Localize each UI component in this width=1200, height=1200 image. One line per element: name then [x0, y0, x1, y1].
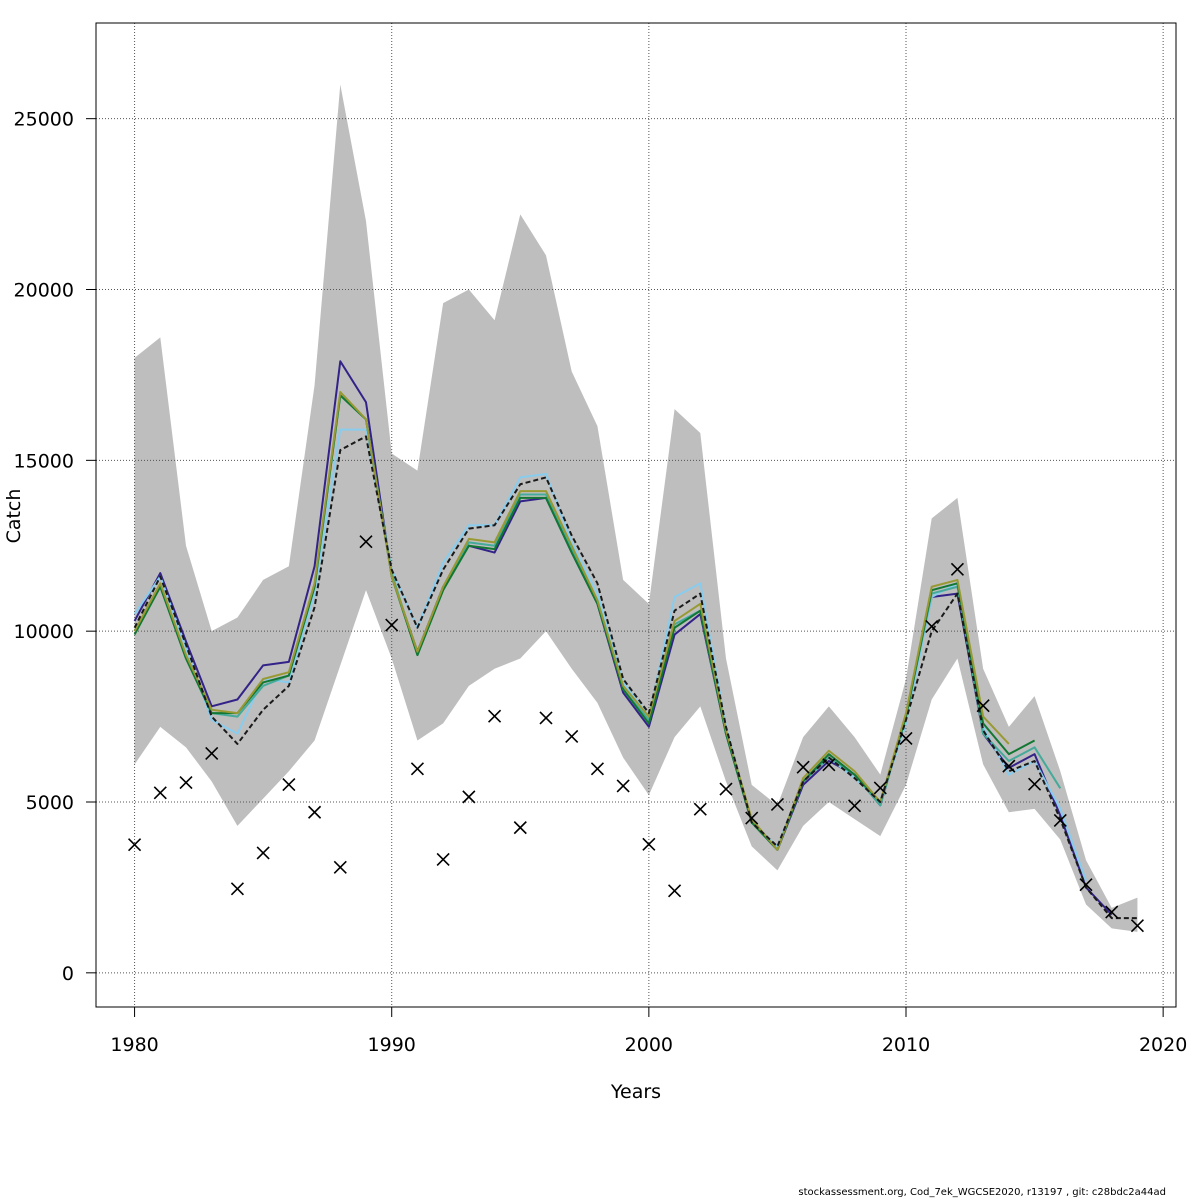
observed-point — [848, 799, 862, 813]
y-tick-label: 0 — [62, 963, 74, 985]
observed-point — [128, 838, 142, 852]
observed-point — [539, 711, 553, 725]
confidence-band — [134, 84, 1138, 932]
y-axis-label: Catch — [3, 489, 25, 544]
observed-point — [616, 779, 630, 793]
observed-point — [205, 746, 219, 761]
observed-point — [308, 805, 322, 819]
y-tick-label: 25000 — [14, 109, 74, 131]
observed-point — [333, 860, 347, 874]
series-line-1 — [133, 360, 1113, 916]
observed-points-layer — [128, 535, 1144, 933]
observed-point — [256, 846, 270, 860]
observed-point — [1105, 905, 1119, 919]
observed-point — [642, 837, 656, 851]
observed-point — [153, 786, 167, 800]
y-tick-label: 20000 — [14, 280, 74, 302]
observed-point — [925, 619, 939, 633]
x-axis-label: Years — [610, 1081, 661, 1103]
observed-point — [745, 811, 759, 825]
y-tick-label: 15000 — [14, 450, 74, 472]
x-tick-label: 1980 — [110, 1034, 158, 1056]
observed-point — [179, 775, 193, 790]
y-axis: 0 5000 10000 15000 20000 25000 — [14, 109, 97, 985]
observed-point — [899, 731, 913, 746]
observed-point — [230, 882, 244, 896]
observed-point — [1002, 759, 1016, 773]
observed-point — [1079, 878, 1093, 892]
y-tick-label: 5000 — [26, 792, 74, 814]
observed-point — [462, 790, 476, 804]
observed-point — [410, 762, 424, 776]
x-tick-label: 2020 — [1139, 1034, 1187, 1056]
footer-caption: stockassessment.org, Cod_7ek_WGCSE2020, … — [798, 1187, 1166, 1198]
observed-point — [668, 884, 682, 898]
y-tick-label: 10000 — [14, 621, 74, 643]
observed-point — [385, 618, 399, 632]
observed-point — [770, 797, 784, 811]
observed-point — [693, 802, 707, 816]
observed-point — [1028, 777, 1042, 791]
series-line-5 — [133, 391, 1010, 851]
observed-point — [590, 762, 604, 776]
observed-point — [1130, 919, 1144, 933]
series-layer — [133, 360, 1138, 920]
observed-point — [719, 782, 733, 796]
observed-point — [282, 778, 296, 792]
observed-point — [488, 709, 502, 723]
observed-point — [436, 852, 450, 866]
observed-point — [822, 758, 836, 772]
x-tick-label: 2000 — [625, 1034, 673, 1056]
grid-layer — [96, 23, 1176, 1007]
observed-point — [796, 760, 810, 774]
x-tick-label: 2010 — [882, 1034, 930, 1056]
observed-point — [359, 535, 373, 549]
x-tick-label: 1990 — [368, 1034, 416, 1056]
observed-point — [976, 699, 990, 713]
confidence-band-layer — [134, 84, 1138, 932]
plot-frame — [95, 22, 1177, 1008]
observed-point — [1053, 813, 1067, 828]
observed-point — [873, 781, 887, 795]
x-axis: 1980 1990 2000 2010 2020 — [110, 1006, 1187, 1056]
series-line-6 — [133, 435, 1138, 920]
observed-point — [565, 729, 579, 743]
observed-point — [513, 821, 527, 835]
observed-point — [950, 562, 964, 576]
